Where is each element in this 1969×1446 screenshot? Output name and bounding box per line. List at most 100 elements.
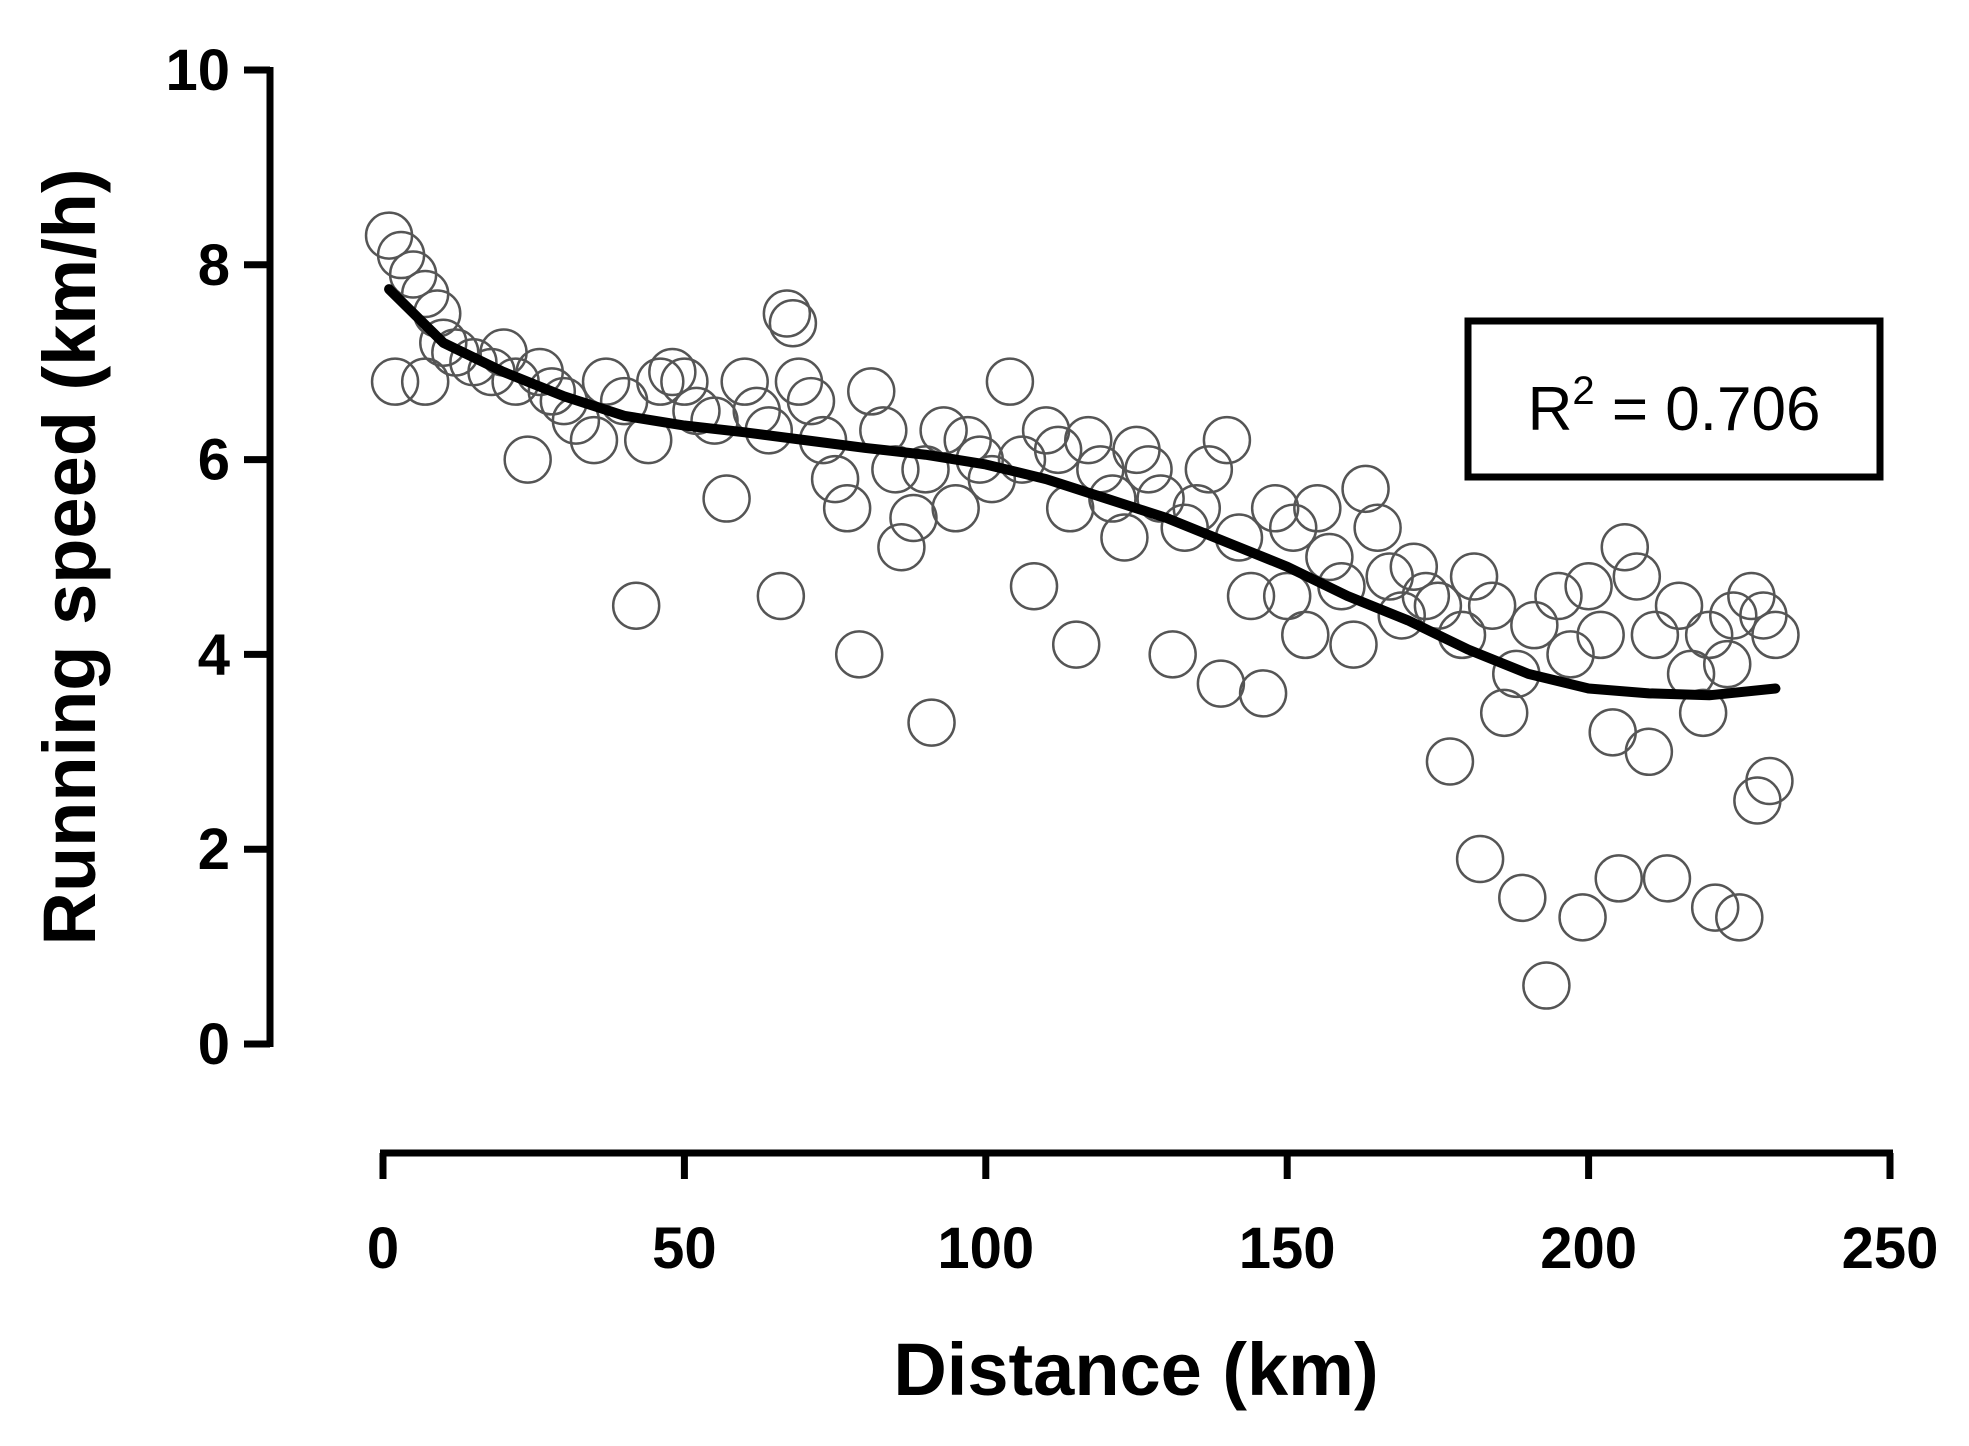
point [997, 435, 1047, 484]
point [660, 357, 709, 406]
y-tick-label: 8 [198, 233, 230, 298]
point [1594, 854, 1643, 903]
point [1341, 464, 1390, 514]
point [1202, 415, 1252, 465]
point [1238, 669, 1288, 718]
x-tick-label: 150 [1239, 1216, 1336, 1281]
point [1455, 834, 1505, 884]
point [1564, 561, 1613, 611]
point [720, 357, 769, 406]
point [1678, 688, 1728, 738]
point [1498, 873, 1547, 923]
point [1305, 532, 1354, 582]
point [1293, 484, 1342, 533]
point [1702, 639, 1752, 689]
point [581, 357, 631, 406]
point [1281, 610, 1330, 660]
point [1389, 542, 1439, 591]
point [907, 698, 956, 747]
point [877, 523, 926, 572]
y-tick-label: 10 [165, 38, 230, 103]
point [1100, 513, 1149, 562]
y-tick-label: 6 [198, 428, 230, 493]
point [1715, 893, 1764, 942]
point [1033, 425, 1083, 475]
point [1745, 756, 1794, 806]
point [1268, 503, 1318, 553]
point [1534, 571, 1583, 621]
annotation-box [1464, 317, 1884, 481]
point [1546, 630, 1595, 679]
point [1425, 737, 1475, 786]
x-tick-label: 0 [367, 1216, 399, 1281]
point [756, 571, 806, 621]
point [569, 415, 619, 465]
point [419, 318, 468, 367]
point [503, 435, 552, 484]
point [1449, 552, 1499, 601]
point [1709, 591, 1758, 640]
point [1076, 445, 1125, 494]
point [1630, 610, 1680, 660]
point [702, 474, 751, 523]
point [690, 396, 739, 445]
point [1196, 659, 1246, 708]
point [1624, 727, 1674, 777]
point [1136, 474, 1185, 523]
point [1588, 708, 1637, 757]
point [648, 347, 697, 397]
point [1612, 552, 1662, 601]
point [847, 367, 896, 416]
x-tick-label: 100 [937, 1216, 1034, 1281]
point [1413, 581, 1463, 630]
point [1064, 415, 1113, 465]
point [1558, 893, 1607, 942]
y-tick-label: 0 [198, 1012, 230, 1077]
point [1751, 610, 1800, 660]
point [1124, 445, 1173, 494]
point [1051, 620, 1101, 669]
point [810, 454, 860, 504]
point [1329, 620, 1378, 669]
point [762, 289, 812, 338]
annotation-base: R [1528, 375, 1573, 444]
point [768, 298, 818, 348]
point [1377, 591, 1426, 640]
point [1690, 883, 1740, 932]
point [1522, 961, 1571, 1010]
point [786, 376, 836, 426]
point [1353, 503, 1402, 553]
x-tick-label: 200 [1540, 1216, 1637, 1281]
point [1148, 630, 1197, 679]
point [1226, 571, 1276, 621]
point [1479, 688, 1529, 738]
x-tick-label: 50 [652, 1216, 717, 1281]
point [985, 357, 1035, 406]
point [1009, 561, 1059, 611]
point [1600, 523, 1650, 572]
point [1250, 484, 1300, 533]
y-tick-label: 2 [198, 817, 230, 882]
annotation: R2 = 0.706 [1528, 369, 1821, 444]
annotation-sup: 2 [1572, 369, 1594, 413]
point [1576, 610, 1625, 660]
y-axis-label: Running speed (km/h) [28, 169, 111, 946]
point [889, 493, 938, 543]
annotation-rest: = 0.706 [1595, 375, 1821, 444]
point [834, 630, 884, 679]
point [370, 357, 420, 406]
point [822, 484, 872, 533]
point [1088, 474, 1137, 523]
point [1684, 610, 1734, 660]
point [967, 454, 1017, 504]
x-axis-label: Distance (km) [893, 1328, 1378, 1411]
point [1642, 854, 1692, 903]
point [931, 484, 980, 533]
point [636, 357, 685, 406]
y-tick-label: 4 [198, 622, 230, 687]
x-tick-label: 250 [1842, 1216, 1939, 1281]
point [1510, 600, 1559, 650]
point [1184, 445, 1234, 494]
